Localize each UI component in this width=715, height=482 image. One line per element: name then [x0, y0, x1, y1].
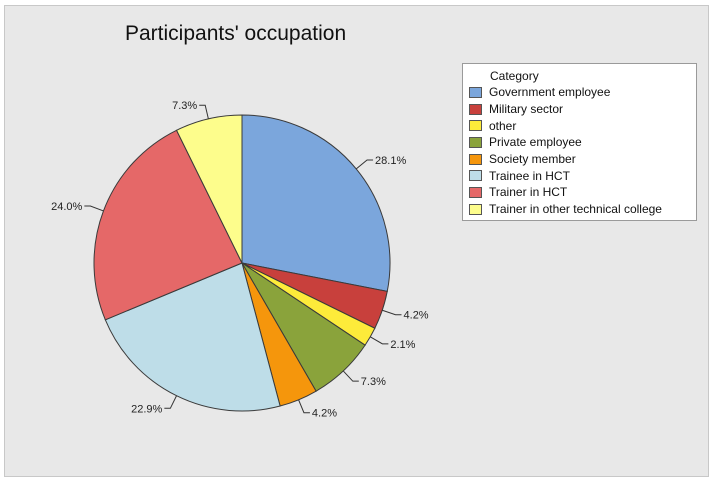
slice-percent-label: 28.1% — [375, 155, 406, 167]
legend-label: other — [489, 118, 517, 133]
slice-labels: 28.1% 4.2% 2.1% 7.3% 4.2% 22.9% 24.0% 7.3% — [51, 100, 429, 419]
legend-swatch — [469, 186, 482, 198]
legend-label: Private employee — [489, 135, 582, 150]
legend-item: Trainer in other technical college — [469, 201, 696, 218]
leader-line — [382, 309, 402, 316]
legend: Category Government employee Military sec… — [462, 63, 697, 221]
slice-percent-label: 7.3% — [361, 376, 386, 388]
slice-percent-label: 22.9% — [131, 403, 162, 415]
legend-label: Trainer in other technical college — [489, 202, 662, 217]
legend-item: Military sector — [469, 101, 696, 118]
legend-label: Military sector — [489, 102, 564, 117]
slice-percent-label: 24.0% — [51, 201, 82, 213]
slice-percent-label: 2.1% — [390, 339, 415, 351]
slice-percent-label: 4.2% — [312, 408, 337, 420]
legend-label: Government employee — [489, 85, 611, 100]
legend-swatch — [469, 86, 482, 98]
pie-slice-trainer-in-hct — [93, 129, 243, 321]
legend-title: Category — [490, 69, 539, 83]
pie-slice-government-employee — [241, 114, 391, 292]
legend-label: Trainer in HCT — [489, 185, 568, 200]
leader-line — [199, 104, 209, 119]
leader-line — [164, 395, 177, 409]
pie-slice-trainer-in-other-technical-college — [175, 114, 243, 264]
slice-percent-label: 4.2% — [404, 310, 429, 322]
legend-item: other — [469, 117, 696, 134]
slice-percent-label: 7.3% — [172, 100, 197, 112]
legend-swatch — [469, 120, 482, 132]
leader-line — [342, 370, 359, 382]
leader-line — [355, 159, 374, 170]
legend-swatch — [469, 103, 482, 115]
legend-item: Government employee — [469, 84, 696, 101]
legend-item: Trainer in HCT — [469, 184, 696, 201]
legend-swatch — [469, 136, 482, 148]
legend-items: Government employee Military sector other P… — [469, 84, 696, 218]
leader-line — [298, 399, 310, 414]
legend-label: Trainee in HCT — [489, 168, 570, 183]
pie-slices — [93, 114, 391, 412]
legend-swatch — [469, 153, 482, 165]
pie-slice-trainee-in-hct — [104, 262, 281, 412]
legend-item: Society member — [469, 151, 696, 168]
legend-swatch — [469, 170, 482, 182]
legend-swatch — [469, 203, 482, 215]
leader-line — [84, 205, 104, 212]
leader-lines — [84, 104, 402, 414]
legend-item: Trainee in HCT — [469, 167, 696, 184]
legend-label: Society member — [489, 152, 576, 167]
chart-title: Participants' occupation — [125, 22, 347, 45]
leader-line — [369, 336, 389, 345]
legend-item: Private employee — [469, 134, 696, 151]
